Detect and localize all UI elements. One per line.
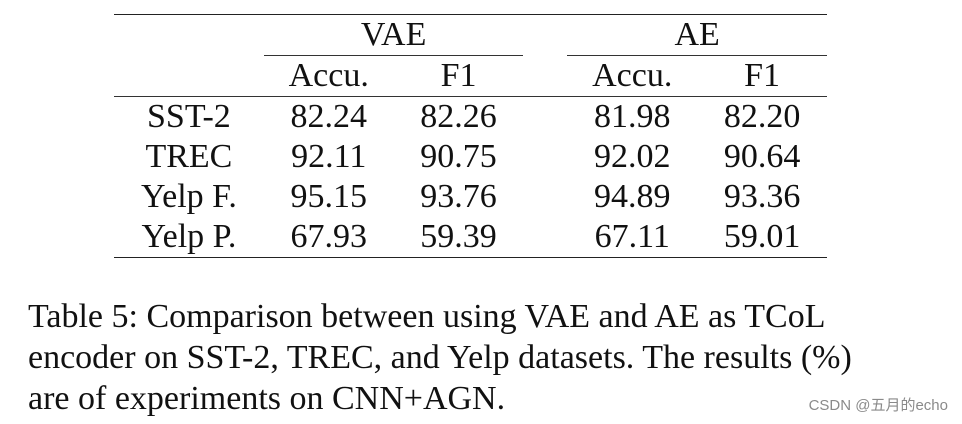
row-label: TREC	[145, 138, 233, 175]
results-table: VAE AE Accu. F1 Accu. F1 SST-2 82.24 82.…	[114, 14, 827, 258]
row-label: SST-2	[147, 98, 231, 135]
group-header-vae: VAE	[263, 15, 524, 56]
group-gap	[523, 15, 567, 56]
table-row: TREC 92.11 90.75 92.02 90.64	[114, 137, 827, 177]
cell-gap	[523, 217, 567, 258]
caption-line: are of experiments on CNN+AGN.	[28, 380, 506, 417]
table-cell: 81.98	[593, 98, 671, 135]
table-caption: Table 5: Comparison between using VAE an…	[28, 296, 928, 419]
caption-line: encoder on SST-2, TREC, and Yelp dataset…	[28, 339, 852, 376]
group-header-ae: AE	[567, 15, 827, 56]
table-cell: 59.01	[723, 218, 801, 255]
column-header-ae-accu: Accu.	[592, 57, 673, 94]
table-row: Yelp F. 95.15 93.76 94.89 93.36	[114, 177, 827, 217]
watermark: CSDN @五月的echo	[808, 397, 948, 414]
table-cell: 90.64	[723, 138, 801, 175]
empty-corner	[114, 15, 264, 56]
empty-corner-sub	[114, 56, 264, 97]
table-row: Yelp P. 67.93 59.39 67.11 59.01	[114, 217, 827, 258]
row-label: Yelp F.	[140, 178, 237, 215]
table-cell: 59.39	[420, 218, 497, 255]
row-label: Yelp P.	[141, 218, 237, 255]
table-cell: 82.26	[420, 98, 497, 135]
group-gap-sub	[523, 56, 567, 97]
cell-gap	[523, 97, 567, 137]
table-cell: 92.11	[291, 138, 367, 175]
table-cell: 67.93	[290, 218, 367, 255]
table-cell: 94.89	[593, 178, 671, 215]
table-cell: 82.20	[723, 98, 801, 135]
table-cell: 93.36	[723, 178, 801, 215]
cell-gap	[523, 177, 567, 217]
cell-gap	[523, 137, 567, 177]
table-cell: 82.24	[290, 98, 367, 135]
table-cell: 67.11	[594, 218, 670, 255]
table-cell: 90.75	[420, 138, 497, 175]
table-cell: 95.15	[290, 178, 367, 215]
group-header-row: VAE AE	[114, 15, 827, 56]
results-table-container: VAE AE Accu. F1 Accu. F1 SST-2 82.24 82.…	[114, 14, 827, 258]
column-header-row: Accu. F1 Accu. F1	[114, 56, 827, 97]
table-cell: 93.76	[420, 178, 497, 215]
column-header-vae-accu: Accu.	[288, 57, 369, 94]
caption-line: Table 5: Comparison between using VAE an…	[28, 298, 826, 335]
table-cell: 92.02	[593, 138, 671, 175]
column-header-ae-f1: F1	[744, 57, 781, 94]
column-header-vae-f1: F1	[440, 57, 477, 94]
table-row: SST-2 82.24 82.26 81.98 82.20	[114, 97, 827, 137]
